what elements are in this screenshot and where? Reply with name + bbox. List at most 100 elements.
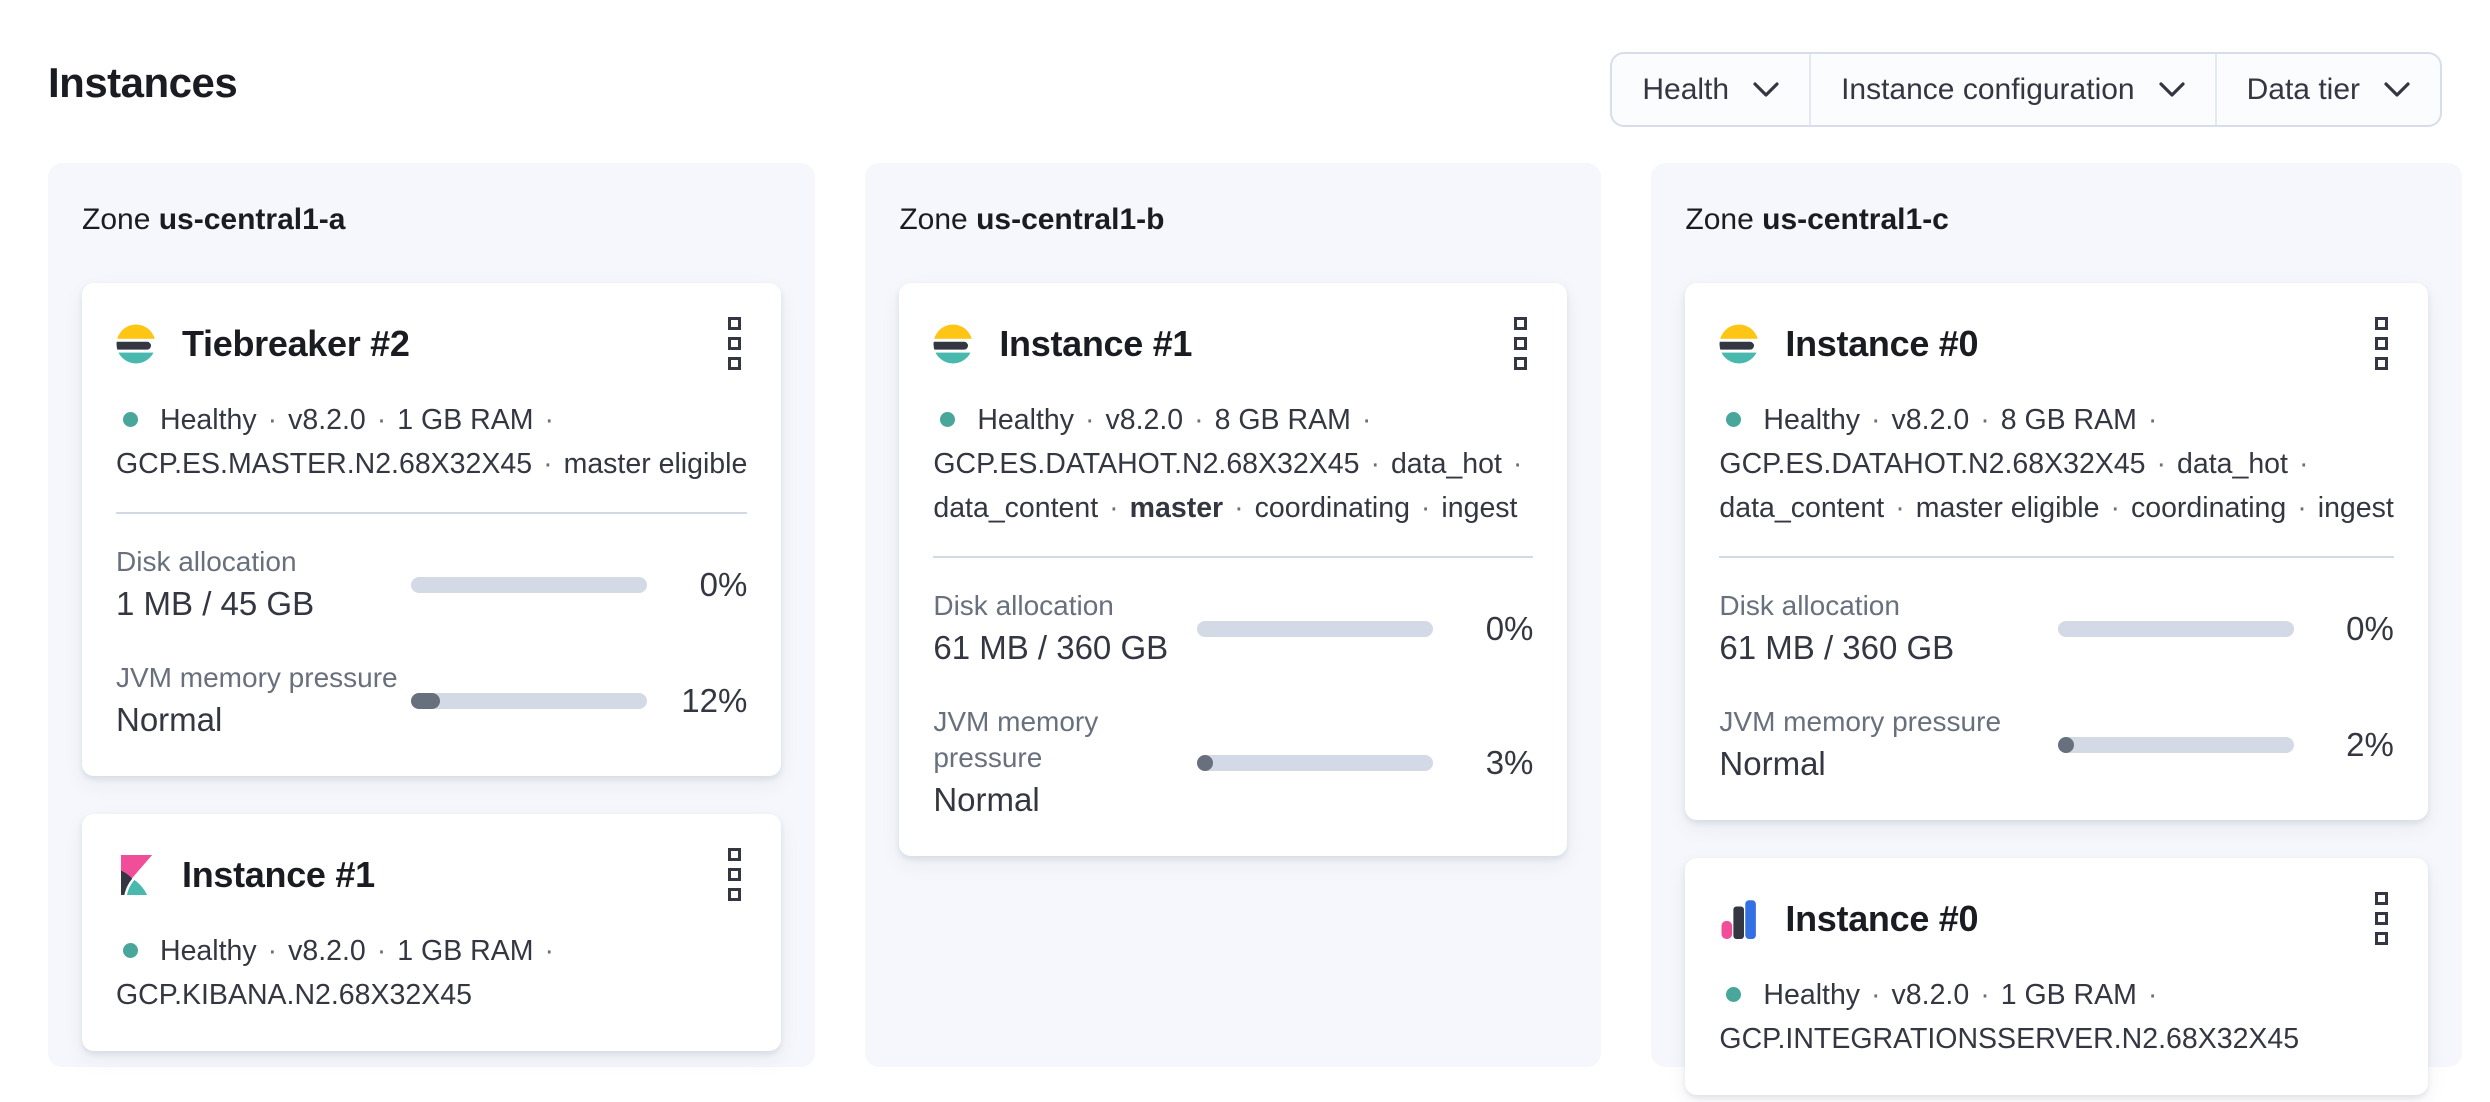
instance-status: Healthy · v8.2.0 · 1 GB RAM · GCP.INTEGRATIONS… [1719,973,2393,1061]
filter-button-health[interactable]: Health [1612,54,1812,125]
zone-title: Zone us-central1-b [899,201,1567,239]
instance-actions-menu-button[interactable] [722,844,747,905]
instance-status: Healthy · v8.2.0 · 8 GB RAM · GCP.ES.DATAHOT.N… [933,398,1533,530]
middot-separator: · [1084,404,1095,436]
status-segment: Healthy [1763,404,1861,436]
metric-value: 61 MB / 360 GB [933,629,1169,666]
metric-percent: 0% [699,566,748,603]
instance-status: Healthy · v8.2.0 · 8 GB RAM · GCP.ES.DATAHOT.N… [1719,398,2393,530]
status-segment: ingest [1441,492,1518,524]
middot-separator: · [1194,404,1204,436]
metric-value: 1 MB / 45 GB [116,585,315,622]
middot-separator: · [1895,492,1905,524]
instance-status: Healthy · v8.2.0 · 1 GB RAM · GCP.ES.MASTER.N2… [116,398,747,486]
instance-title: Instance #0 [1785,322,1979,364]
status-segment: GCP.ES.MASTER.N2.68X32X45 [116,448,533,480]
middot-separator: · [376,935,387,967]
status-line: GCP.ES.DATAHOT.N2.68X32X45 · data_hot · [933,442,1533,486]
filter-label: Data tier [2246,72,2360,106]
status-segment: GCP.KIBANA.N2.68X32X45 [116,979,472,1011]
status-segment: 1 GB RAM [397,935,534,967]
instance-actions-menu-button[interactable] [722,313,747,374]
middot-separator: · [544,404,554,436]
card-header: Tiebreaker #2 [116,313,747,374]
boxes-vertical-icon [728,888,742,901]
page-header: Instances Health Instance configuration Da… [48,0,2442,127]
card-header: Instance #0 [1719,313,2393,374]
filter-button-instance-configuration[interactable]: Instance configuration [1811,54,2217,125]
status-segment: data_content [933,492,1099,524]
status-line: GCP.ES.MASTER.N2.68X32X45 · master eligibl… [116,442,747,486]
metric-text: JVM memory pressure Normal [933,704,1197,822]
zone-label: Zone [1685,203,1763,236]
card-divider [933,556,1534,558]
instance-card: Tiebreaker #2 Healthy · v8.2.0 · 1 GB RAM · GCP… [82,283,782,776]
instance-title: Instance #1 [999,322,1193,364]
status-segment: v8.2.0 [288,404,366,436]
elasticsearch-logo-icon [933,324,973,364]
middot-separator: · [544,935,554,967]
boxes-vertical-icon [728,317,742,330]
middot-separator: · [267,404,278,436]
metric-value: Normal [116,701,223,738]
metric-text: Disk allocation 61 MB / 360 GB [1719,588,2057,670]
instance-actions-menu-button[interactable] [2369,888,2394,949]
integrations-server-logo-icon [1719,899,1759,939]
zone-name: us-central1-a [158,203,346,236]
page-title: Instances [48,59,238,106]
middot-separator: · [1980,404,1990,436]
disk-allocation-bar [1197,621,1434,637]
status-segment: 1 GB RAM [2000,979,2137,1011]
card-divider [1719,556,2394,558]
health-status-dot [1726,987,1742,1003]
metric-row-disk-allocation: Disk allocation 61 MB / 360 GB 0% [1719,588,2393,670]
middot-separator: · [1420,492,1431,524]
disk-allocation-bar [2057,621,2294,637]
status-line: data_content · master eligible · coordinatin… [1719,486,2393,530]
instance-title: Tiebreaker #2 [182,322,410,364]
status-segment: 1 GB RAM [397,404,534,436]
filter-button-data-tier[interactable]: Data tier [2217,54,2440,125]
instance-title: Instance #1 [182,853,375,895]
middot-separator: · [1980,979,1990,1011]
status-line: Healthy · v8.2.0 · 1 GB RAM · [1719,973,2393,1017]
elasticsearch-logo-icon [116,324,156,364]
metric-label: JVM memory pressure [116,662,398,693]
instance-actions-menu-button[interactable] [1508,313,1533,374]
status-segment: data_hot [1390,448,1502,480]
status-line: GCP.ES.DATAHOT.N2.68X32X45 · data_hot · [1719,442,2393,486]
metric-row-jvm-memory-pressure: JVM memory pressure Normal 3% [933,704,1533,822]
boxes-vertical-icon [2374,357,2388,370]
status-line: GCP.INTEGRATIONSSERVER.N2.68X32X45 [1719,1017,2393,1061]
status-segment: Healthy [1763,979,1861,1011]
boxes-vertical-icon [2374,912,2388,925]
status-segment: data_hot [2177,448,2288,480]
metric-row-disk-allocation: Disk allocation 1 MB / 45 GB 0% [116,544,747,626]
chevron-down-icon [2159,81,2185,98]
instance-actions-menu-button[interactable] [2369,313,2394,374]
middot-separator: · [1512,448,1523,480]
boxes-vertical-icon [1514,357,1528,370]
metric-label: JVM memory pressure [1719,706,2002,737]
filter-group: Health Instance configuration Data tier [1610,52,2442,127]
status-segment: data_content [1719,492,1885,524]
instance-card: Instance #1 Healthy · v8.2.0 · 8 GB RAM · GCP.E… [899,283,1568,856]
zone-panel-us-central1-b: Zone us-central1-b Instance #1 Healthy · v8.… [865,163,1602,1067]
status-segment: master eligible [563,448,748,480]
health-status-dot [940,412,956,428]
status-segment: ingest [2317,492,2394,524]
status-line: Healthy · v8.2.0 · 8 GB RAM · [1719,398,2393,442]
status-line: Healthy · v8.2.0 · 8 GB RAM · [933,398,1533,442]
jvm-memory-pressure-bar [1197,755,1434,771]
metric-value: Normal [1719,745,1826,782]
chevron-down-icon [2384,81,2410,98]
status-segment: Healthy [160,404,257,436]
zone-label: Zone [899,203,977,236]
zone-label: Zone [82,203,159,236]
status-line: Healthy · v8.2.0 · 1 GB RAM · [116,929,747,973]
middot-separator: · [2298,448,2309,480]
health-status-dot [1726,412,1742,428]
metric-label: Disk allocation [1719,590,1900,621]
boxes-vertical-icon [2374,932,2388,945]
metric-text: JVM memory pressure Normal [1719,704,2057,786]
